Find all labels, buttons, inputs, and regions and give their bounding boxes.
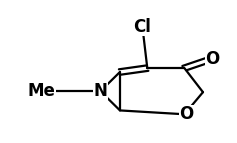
Text: O: O (180, 105, 194, 123)
Text: O: O (206, 49, 220, 67)
Text: Cl: Cl (133, 18, 151, 36)
Text: N: N (93, 82, 107, 100)
Text: Me: Me (28, 82, 56, 100)
